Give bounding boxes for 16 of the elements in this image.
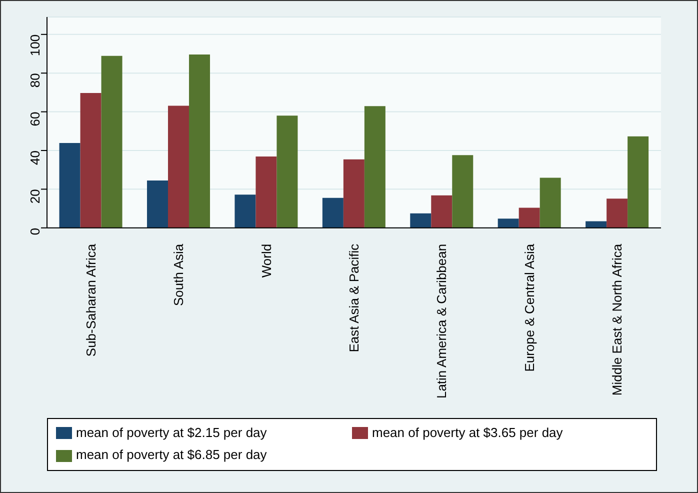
y-tick-label: 60	[28, 112, 43, 126]
y-tick-label: 0	[28, 228, 43, 236]
legend-label: mean of poverty at $2.15 per day	[76, 424, 267, 440]
y-tick-label: 100	[28, 34, 43, 56]
x-tick-label: Middle East & North Africa	[610, 243, 625, 396]
legend-label: mean of poverty at $3.65 per day	[372, 424, 563, 440]
y-tick-label: 40	[28, 150, 43, 165]
x-tick-label: South Asia	[171, 243, 186, 306]
x-tick-label: Sub-Saharan Africa	[83, 243, 98, 357]
x-tick-label: Latin America & Caribbean	[434, 244, 450, 399]
y-tick-label: 80	[28, 73, 43, 88]
x-tick-label: World	[258, 244, 274, 278]
y-tick-label: 20	[28, 189, 43, 204]
x-tick-label: Europe & Central Asia	[522, 243, 537, 372]
x-tick-label: East Asia & Pacific	[346, 243, 362, 352]
legend-label: mean of poverty at $6.85 per day	[76, 447, 267, 462]
